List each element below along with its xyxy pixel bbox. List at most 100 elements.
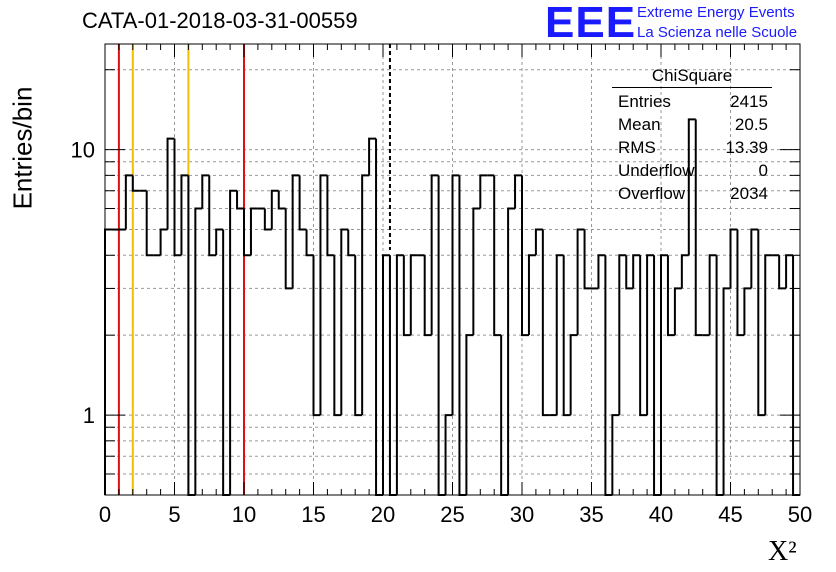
x-tick-label: 20 xyxy=(371,502,395,527)
histogram-bin xyxy=(521,175,529,337)
histogram-bin xyxy=(388,255,397,496)
histogram-bin xyxy=(632,254,641,289)
stats-row-mean: Mean 20.5 xyxy=(612,113,772,136)
histogram-bin xyxy=(444,414,453,495)
histogram-bin xyxy=(145,190,154,257)
histogram-bin xyxy=(493,175,502,337)
histogram-bin xyxy=(249,207,258,256)
histogram-bin xyxy=(778,255,787,290)
stats-value: 2034 xyxy=(730,184,768,203)
histogram-bin xyxy=(597,254,606,289)
histogram-bin xyxy=(660,254,668,495)
y-axis-label-box: Entries/bin xyxy=(3,87,43,210)
x-axis-label: X² xyxy=(768,536,797,567)
eee-logo: EEE xyxy=(545,0,637,47)
stats-row-entries: Entries 2415 xyxy=(612,90,772,113)
histogram-bin xyxy=(569,334,578,416)
histogram-bin xyxy=(472,207,481,336)
histogram-bin xyxy=(527,254,536,336)
histogram-bin xyxy=(277,190,286,210)
histogram-bin xyxy=(555,254,564,416)
stats-label: Mean xyxy=(618,115,661,134)
histogram-bin xyxy=(708,254,717,336)
histogram-bin xyxy=(166,137,175,230)
histogram-bin xyxy=(243,208,251,257)
histogram-bin xyxy=(646,254,655,416)
histogram-bin xyxy=(736,229,745,337)
histogram-bin xyxy=(562,255,571,417)
stats-label: Entries xyxy=(618,92,671,111)
chart-title: CATA-01-2018-03-31-00559 xyxy=(82,8,358,33)
histogram-bin xyxy=(229,189,238,495)
stats-value: 2415 xyxy=(730,92,768,111)
histogram-bin xyxy=(687,118,696,256)
stats-title: ChiSquare xyxy=(612,66,772,88)
y-axis-label: Entries/bin xyxy=(7,86,38,210)
histogram-bin xyxy=(430,174,439,336)
histogram-bin xyxy=(194,207,203,495)
histogram-bin xyxy=(451,174,460,416)
histogram-bin xyxy=(354,255,363,417)
histogram-bin xyxy=(423,255,432,337)
histogram-bin xyxy=(159,228,168,256)
histogram-bin xyxy=(333,255,342,417)
x-tick-label: 45 xyxy=(718,502,742,527)
histogram-bin xyxy=(131,175,140,192)
x-tick-label: 5 xyxy=(168,502,180,527)
histogram-bin xyxy=(361,174,370,416)
histogram-bin xyxy=(465,334,474,495)
histogram-bin xyxy=(514,174,522,209)
histogram-bin xyxy=(291,174,300,289)
stats-label: Overflow xyxy=(618,184,686,203)
histogram-bin xyxy=(618,254,627,416)
stats-row-overflow: Overflow 2034 xyxy=(612,182,772,205)
histogram-bin xyxy=(409,254,418,336)
histogram-bin xyxy=(104,228,112,495)
x-tick-label: 25 xyxy=(440,502,464,527)
histogram-bin xyxy=(479,174,488,209)
stats-label: RMS xyxy=(618,138,656,157)
histogram-bin xyxy=(236,190,244,210)
histogram-bin xyxy=(375,138,383,496)
histogram-bin xyxy=(625,255,634,290)
x-tick-label: 30 xyxy=(510,502,534,527)
histogram-bin xyxy=(173,138,182,257)
histogram-bin xyxy=(326,175,335,257)
histogram-bin xyxy=(604,255,613,496)
histogram-bin xyxy=(319,174,328,416)
histogram-bin xyxy=(305,229,314,257)
histogram-bin xyxy=(507,207,516,495)
stats-row-rms: RMS 13.39 xyxy=(612,136,772,159)
histogram-bin xyxy=(368,137,377,176)
histogram-bin xyxy=(312,255,321,417)
histogram-bin xyxy=(298,175,307,231)
histogram-bin xyxy=(347,229,356,257)
histogram-bin xyxy=(785,254,794,289)
histogram-bin xyxy=(340,228,349,416)
histogram-bin xyxy=(750,228,759,289)
stats-row-underflow: Underflow 0 xyxy=(612,159,772,182)
stats-label: Underflow xyxy=(618,161,695,180)
stats-box: ChiSquare Entries 2415 Mean 20.5 RMS 13.… xyxy=(612,66,772,205)
histogram-bin xyxy=(764,254,773,416)
histogram-bin xyxy=(611,414,620,495)
stats-value: 13.39 xyxy=(725,138,768,157)
x-tick-label: 15 xyxy=(301,502,325,527)
histogram-bin xyxy=(576,228,585,336)
x-tick-label: 40 xyxy=(649,502,673,527)
histogram-bin xyxy=(180,174,189,256)
x-tick-label: 35 xyxy=(579,502,603,527)
histogram-bin xyxy=(715,255,724,496)
histogram-bin xyxy=(201,174,210,209)
stats-value: 20.5 xyxy=(734,115,768,134)
x-tick-label: 50 xyxy=(788,502,812,527)
histogram-bin xyxy=(694,119,703,337)
x-tick-label: 10 xyxy=(232,502,256,527)
histogram-bin xyxy=(722,287,731,495)
histogram-bin xyxy=(743,287,752,336)
y-tick-label: 10 xyxy=(71,138,95,163)
histogram-bin xyxy=(284,208,293,290)
histogram-bin xyxy=(124,174,133,230)
histogram-bin xyxy=(270,189,279,230)
